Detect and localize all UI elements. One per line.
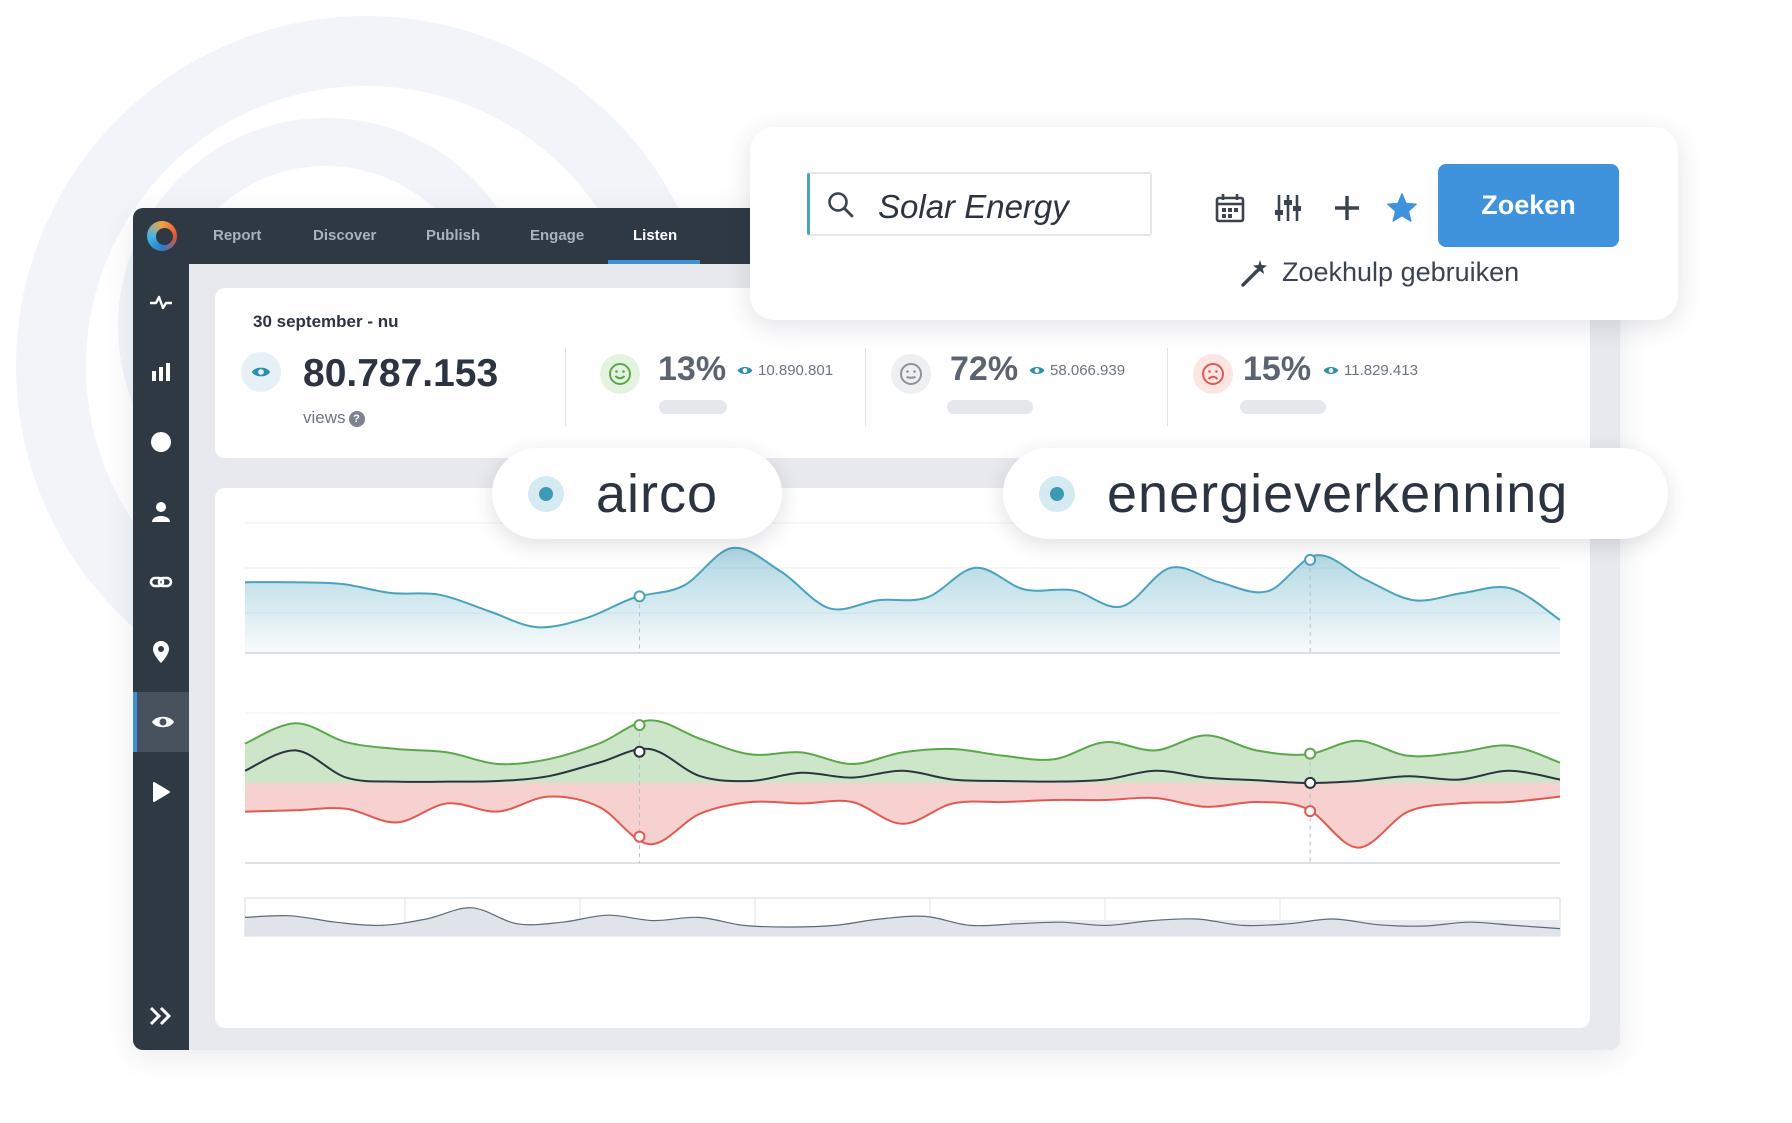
trend-charts	[244, 522, 1561, 937]
user-icon	[152, 502, 170, 522]
positive-marker	[633, 719, 646, 732]
activity-icon	[150, 295, 172, 310]
net-marker	[633, 745, 646, 758]
search-query-text: Solar Energy	[878, 188, 1069, 225]
eye-icon	[251, 367, 271, 377]
negative-sentiment-icon	[1193, 354, 1233, 394]
positive-sentiment-icon	[600, 354, 640, 394]
stats-divider	[1167, 348, 1168, 426]
favorite-button[interactable]	[1385, 191, 1419, 225]
negative-marker	[633, 830, 646, 843]
eye-icon	[152, 716, 174, 728]
sidebar-item-status[interactable]	[133, 412, 189, 472]
eye-icon	[1323, 367, 1339, 374]
keyword-dot-icon	[528, 475, 564, 512]
keyword-label: energieverkenning	[1107, 463, 1569, 524]
navigator-area	[245, 907, 1560, 936]
neutral-count-row: 58.066.939	[1029, 362, 1125, 379]
calendar-icon	[1215, 194, 1245, 223]
search-button[interactable]: Zoeken	[1438, 164, 1619, 247]
negative-area	[245, 783, 1560, 848]
frown-icon	[1202, 363, 1224, 385]
tab-engage[interactable]: Engage	[530, 227, 585, 244]
positive-percent: 13%	[658, 350, 727, 388]
tab-report[interactable]: Report	[213, 227, 262, 244]
sidebar-item-reports[interactable]	[133, 342, 189, 402]
sidebar	[133, 264, 189, 1050]
star-icon	[1387, 193, 1417, 222]
app-window: Report Discover Publish Engage Listen	[133, 208, 1620, 1050]
volume-marker	[633, 590, 646, 603]
circle-icon	[151, 432, 171, 452]
sidebar-item-media[interactable]	[133, 762, 189, 822]
double-chevron-right-icon	[149, 1006, 172, 1026]
sidebar-item-activity[interactable]	[133, 272, 189, 332]
negative-count-row: 11.829.413	[1323, 362, 1418, 379]
neutral-bar	[947, 400, 1033, 414]
smile-icon	[609, 363, 631, 385]
search-help-link[interactable]: Zoekhulp gebruiken	[1240, 257, 1519, 288]
tab-discover[interactable]: Discover	[313, 227, 377, 244]
stats-divider	[565, 348, 566, 426]
eye-icon	[1029, 367, 1045, 374]
net-marker	[1304, 776, 1317, 789]
help-icon[interactable]: ?	[348, 411, 365, 427]
views-label: views	[303, 408, 346, 427]
neutral-sentiment-icon	[891, 354, 931, 394]
sidebar-expand-button[interactable]	[133, 986, 189, 1046]
keyword-label: airco	[596, 463, 719, 524]
views-label-row: views?	[303, 408, 365, 428]
net-sentiment-line	[244, 747, 1561, 785]
active-tab-indicator	[608, 260, 700, 264]
negative-marker	[1304, 805, 1317, 818]
bar-chart-icon	[152, 363, 170, 381]
views-icon-badge	[241, 352, 281, 392]
date-filter-button[interactable]	[1213, 191, 1247, 225]
volume-line	[244, 546, 1561, 629]
sidebar-item-links[interactable]	[133, 552, 189, 612]
play-icon	[153, 782, 170, 802]
sidebar-item-locations[interactable]	[133, 622, 189, 682]
keyword-chip-energieverkenning[interactable]: energieverkenning	[1003, 448, 1668, 539]
sidebar-item-profile[interactable]	[133, 482, 189, 542]
app-logo[interactable]	[147, 221, 177, 251]
sliders-icon	[1275, 195, 1301, 221]
tab-listen[interactable]: Listen	[633, 227, 678, 244]
tab-publish[interactable]: Publish	[426, 227, 481, 244]
add-button[interactable]	[1330, 191, 1364, 225]
positive-line	[244, 719, 1561, 766]
search-icon	[828, 192, 854, 218]
positive-count-row: 10.890.801	[737, 362, 833, 379]
volume-marker	[1304, 553, 1317, 566]
search-help-label: Zoekhulp gebruiken	[1282, 257, 1520, 287]
link-icon	[149, 576, 173, 588]
neutral-count: 58.066.939	[1050, 362, 1126, 379]
location-pin-icon	[153, 641, 169, 663]
navigator-line	[244, 907, 1561, 930]
keyword-chip-airco[interactable]: airco	[492, 448, 782, 539]
total-views-value: 80.787.153	[303, 352, 499, 395]
negative-count: 11.829.413	[1344, 362, 1418, 379]
positive-count: 10.890.801	[758, 362, 834, 379]
negative-line	[244, 795, 1561, 849]
negative-bar	[1240, 400, 1326, 414]
date-range-label: 30 september - nu	[253, 312, 399, 331]
neutral-face-icon	[900, 363, 922, 385]
negative-percent: 15%	[1243, 350, 1312, 388]
keyword-dot-icon	[1039, 475, 1075, 512]
search-panel: Solar Energy Zoeken Zoekhulp gebruiken	[750, 127, 1678, 320]
search-input[interactable]: Solar Energy	[807, 172, 1152, 236]
eye-icon	[737, 367, 753, 374]
positive-marker	[1304, 747, 1317, 760]
neutral-percent: 72%	[950, 350, 1019, 388]
positive-area	[245, 720, 1560, 783]
plus-icon	[1335, 196, 1359, 220]
magic-wand-icon	[1241, 259, 1267, 287]
positive-bar	[659, 400, 727, 414]
stats-divider	[865, 348, 866, 426]
sidebar-item-listen[interactable]	[133, 692, 189, 752]
chart-card	[215, 488, 1590, 1028]
filter-settings-button[interactable]	[1271, 191, 1305, 225]
